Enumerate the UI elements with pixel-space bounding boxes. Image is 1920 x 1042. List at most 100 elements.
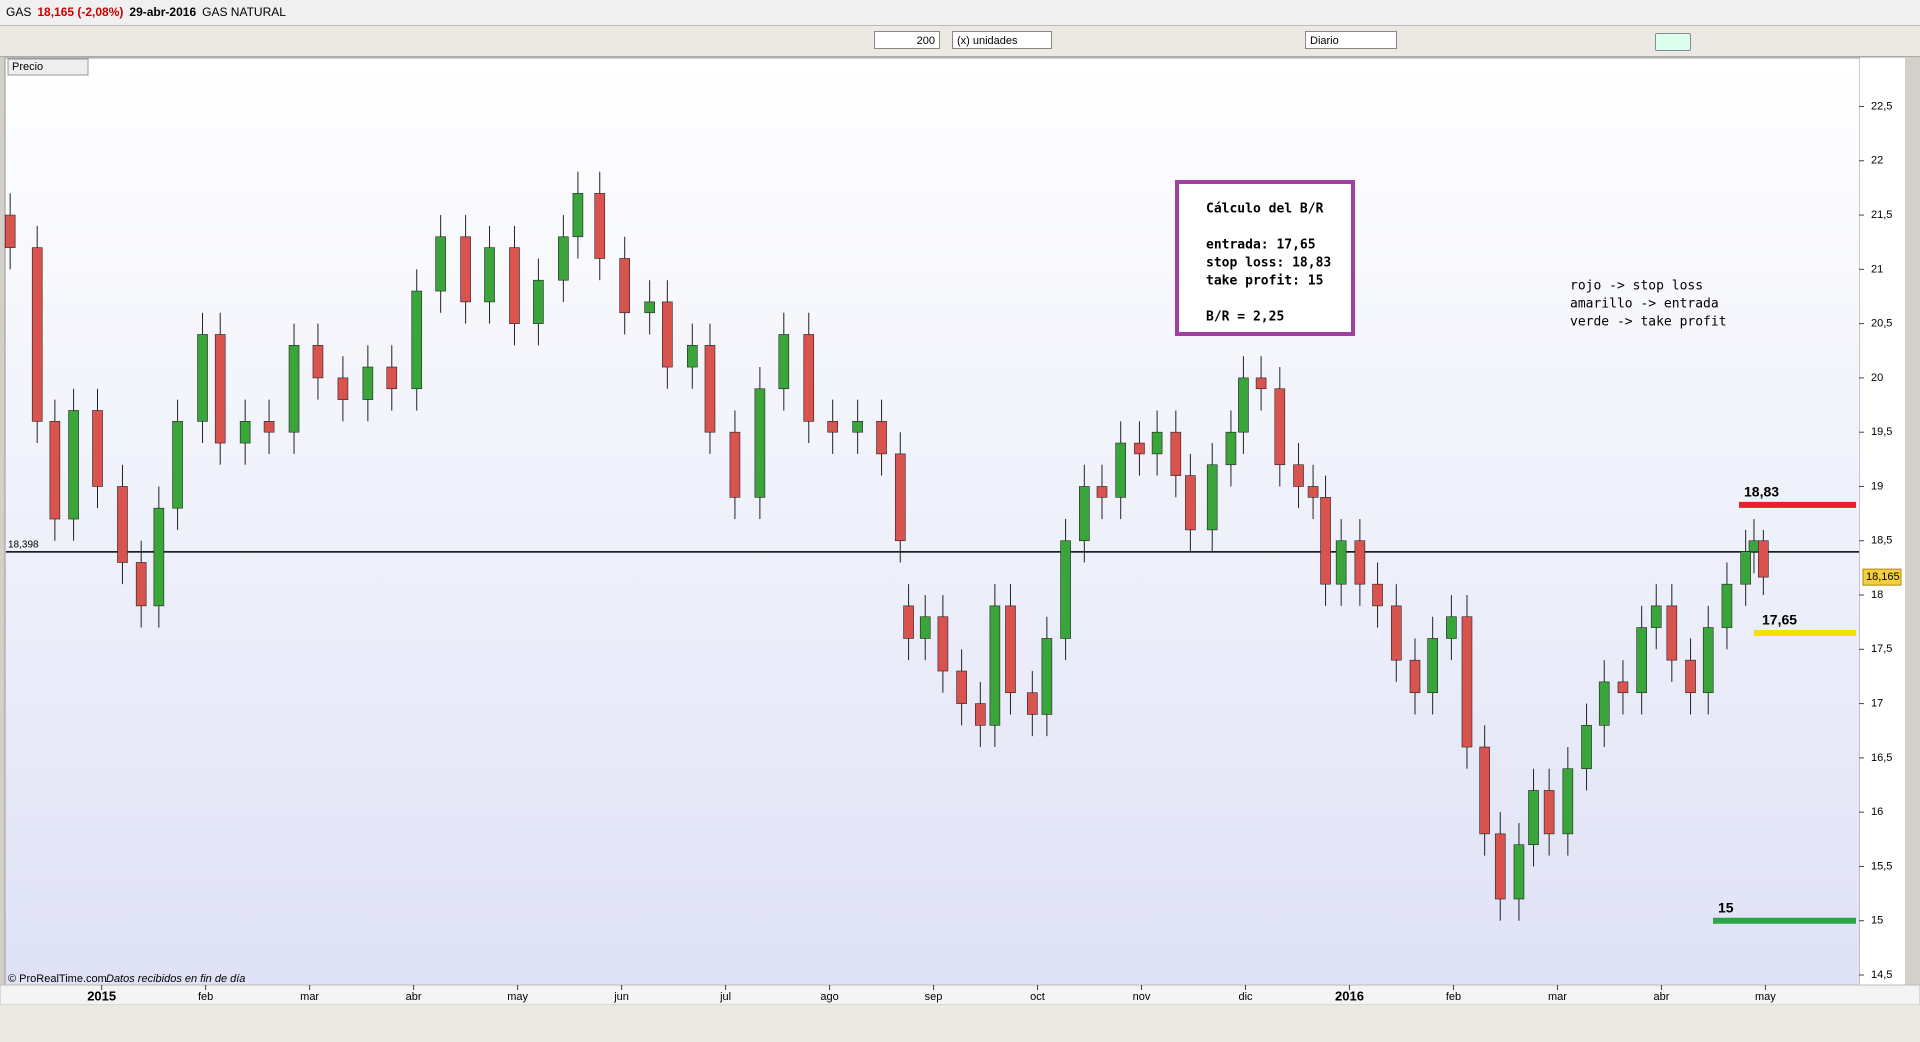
candle-body xyxy=(509,247,520,324)
candle-body xyxy=(1581,725,1592,770)
y-tick-label: 18 xyxy=(1871,589,1883,601)
candle-body xyxy=(852,421,863,433)
candle-body xyxy=(1255,377,1267,390)
candle-body xyxy=(1134,442,1145,455)
level-label: 17,65 xyxy=(1762,612,1797,628)
candle-body xyxy=(1096,486,1108,498)
y-tick-label: 16 xyxy=(1871,806,1883,818)
units-select[interactable]: (x) unidades xyxy=(952,31,1052,49)
candle-body xyxy=(1354,540,1366,585)
candle-body xyxy=(1079,486,1090,542)
candle-body xyxy=(1206,464,1218,531)
candle-body xyxy=(117,486,128,563)
y-tick-label: 15 xyxy=(1871,915,1883,927)
candle-body xyxy=(1307,486,1319,498)
candle-body xyxy=(1650,605,1662,628)
candle-body xyxy=(1151,431,1163,455)
candle-body xyxy=(686,345,698,368)
candle-body xyxy=(153,507,165,607)
candle-body xyxy=(386,366,398,390)
candle-body xyxy=(975,703,986,726)
candle-body xyxy=(1740,551,1751,585)
candle-body xyxy=(337,377,349,400)
box-title: Cálculo del B/R xyxy=(1206,202,1324,217)
y-tick-label: 21,5 xyxy=(1871,209,1892,221)
candle-body xyxy=(619,258,631,314)
x-tick-label: oct xyxy=(1030,991,1045,1003)
y-tick-label: 18,5 xyxy=(1871,535,1892,547)
candle-body xyxy=(435,236,446,292)
candle-body xyxy=(1372,583,1383,607)
candle-body xyxy=(644,301,655,314)
x-tick-label: abr xyxy=(1653,991,1669,1003)
x-tick-label: may xyxy=(1755,991,1776,1003)
y-tick-label: 19,5 xyxy=(1871,426,1892,438)
candle-body xyxy=(754,388,766,498)
candle-body xyxy=(1461,616,1473,748)
candle-body xyxy=(411,290,423,390)
candle-body xyxy=(1335,540,1347,585)
date: 29-abr-2016 xyxy=(129,5,197,19)
candle-body xyxy=(263,421,275,433)
candle-body xyxy=(876,421,887,455)
x-tick-label: feb xyxy=(1446,991,1461,1003)
x-tick-label: abr xyxy=(406,991,422,1003)
y-tick-label: 14,5 xyxy=(1871,969,1892,981)
candle-body xyxy=(1274,388,1286,466)
x-tick-label: 2016 xyxy=(1335,988,1364,1003)
candle-body xyxy=(362,366,374,400)
candle-body xyxy=(288,345,300,433)
candle-body xyxy=(1185,475,1196,531)
candle-body xyxy=(778,334,790,390)
box-line: entrada: 17,65 xyxy=(1206,238,1316,253)
scroll-bar[interactable] xyxy=(0,1005,1920,1042)
candle-body xyxy=(1115,442,1127,498)
candle-body xyxy=(92,410,103,487)
period-select[interactable]: Diario xyxy=(1305,31,1397,49)
candle-body xyxy=(1513,844,1525,900)
last-price-label: 18,165 xyxy=(1866,571,1900,583)
candle-body xyxy=(1748,540,1760,552)
candle-body xyxy=(827,421,838,433)
y-tick-label: 20 xyxy=(1871,372,1883,384)
x-tick-label: mar xyxy=(300,991,319,1003)
note-line: amarillo -> entrada xyxy=(1570,297,1719,312)
candle-body xyxy=(903,605,914,639)
candle-body xyxy=(1494,833,1506,900)
x-tick-label: nov xyxy=(1133,991,1151,1003)
chart-type-button[interactable] xyxy=(1655,33,1691,51)
candle-body xyxy=(1685,659,1696,694)
candle-body xyxy=(1617,681,1629,694)
candle-body xyxy=(594,193,606,259)
panel-label-box xyxy=(7,58,89,76)
candle-body xyxy=(558,236,569,281)
x-tick-label: ago xyxy=(820,991,838,1003)
candle-body xyxy=(312,345,324,379)
candle-body xyxy=(31,247,43,422)
x-tick-label: dic xyxy=(1238,991,1253,1003)
units-input[interactable]: 200 xyxy=(874,31,940,49)
candle-body xyxy=(460,236,471,303)
candle-body xyxy=(572,193,584,238)
candle-body xyxy=(1238,377,1249,433)
note-line: rojo -> stop loss xyxy=(1570,279,1703,294)
calc-box xyxy=(1175,180,1355,336)
candle-body xyxy=(729,431,741,498)
candle-body xyxy=(1721,583,1733,628)
x-tick-label: mar xyxy=(1548,991,1567,1003)
x-tick-label: jun xyxy=(613,991,629,1003)
source: © ProRealTime.com xyxy=(8,973,107,985)
price: 18,165 (-2,08%) xyxy=(37,5,124,19)
candle-body xyxy=(1409,659,1421,694)
x-tick-label: sep xyxy=(925,991,943,1003)
y-tick-label: 17,5 xyxy=(1871,643,1892,655)
x-tick-label: feb xyxy=(198,991,213,1003)
note-line: verde -> take profit xyxy=(1570,315,1727,330)
candle-body xyxy=(919,616,931,639)
symbol[interactable]: GAS xyxy=(6,5,32,19)
title-bar: GAS 18,165 (-2,08%) 29-abr-2016 GAS NATURAL xyxy=(0,0,1920,26)
y-tick-label: 22 xyxy=(1871,155,1883,167)
candle-body xyxy=(68,410,79,520)
candle-body xyxy=(1528,790,1539,846)
candle-body xyxy=(894,453,906,542)
